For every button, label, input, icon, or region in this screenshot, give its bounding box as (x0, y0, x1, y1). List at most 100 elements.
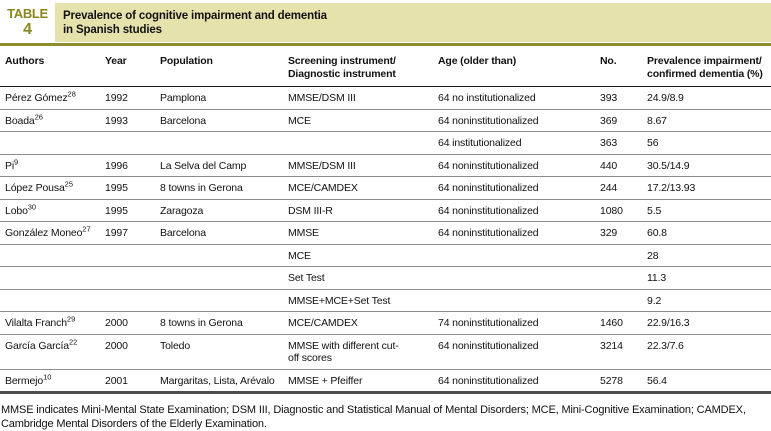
reference-superscript: 10 (43, 372, 52, 381)
table-label-number: 4 (23, 21, 32, 38)
year-cell: 2000 (105, 334, 160, 370)
population-cell: Margaritas, Lista, Arévalo (160, 374, 275, 387)
number-cell: 3214 (600, 334, 647, 370)
number-cell (600, 289, 647, 312)
table-row: López Pousa25 1995 8 towns in Gerona MCE/CA… (0, 176, 771, 200)
number-cell: 329 (600, 221, 647, 245)
reference-superscript: 26 (34, 112, 43, 121)
table-label-word: TABLE (7, 6, 48, 21)
author-cell: Boada26 (0, 109, 105, 132)
col-header-screening: Screening instrument/ Diagnostic instrum… (288, 46, 438, 87)
prevalence-cell: 56 (647, 131, 771, 155)
number-cell: 363 (600, 131, 647, 155)
screening-cell: DSM III-R (288, 199, 438, 222)
population-cell: La Selva del Camp (160, 154, 288, 177)
screening-cell: MMSE + Pfeiffer (288, 374, 363, 387)
table-row: Bermejo10 2001 Margaritas, Lista, Arévalo M… (0, 369, 771, 393)
year-cell: 2001 (105, 374, 128, 387)
masthead-rule (0, 43, 771, 46)
screening-cell: MMSE/DSM III (288, 154, 438, 177)
prevalence-cell: 22.3/7.6 (647, 334, 771, 370)
author-cell: González Moneo27 (0, 221, 105, 245)
population-cell: 8 towns in Gerona (160, 176, 288, 200)
screening-cell: MMSE+MCE+Set Test (288, 289, 438, 312)
table-row: Pérez Gómez28 1992 Pamplona MMSE/DSM III 64 … (0, 86, 771, 110)
header-row: Authors Year Population Screening instru… (0, 46, 771, 87)
year-cell: 1995 (105, 199, 160, 222)
year-cell: 1993 (105, 109, 160, 132)
table-masthead: TABLE 4 Prevalence of cognitive impairme… (0, 3, 771, 42)
age-cell: 64 institutionalized (438, 131, 600, 155)
table-row: Lobo30 1995 Zaragoza DSM III-R 64 noninstitu… (0, 199, 771, 222)
table-row: MCE 28 (0, 244, 771, 267)
reference-superscript: 9 (14, 157, 19, 166)
population-cell: Barcelona (160, 109, 288, 132)
age-cell: 64 noninstitutionalized (438, 199, 600, 222)
author-cell (0, 244, 105, 267)
age-cell: 64 noninstitutionalized (438, 176, 600, 200)
table-title: Prevalence of cognitive impairment and d… (63, 10, 327, 36)
population-cell: Zaragoza (160, 199, 288, 222)
age-cell: 64 noninstitutionalized (438, 374, 539, 387)
population-cell: Barcelona (160, 221, 288, 245)
reference-superscript: 22 (69, 337, 78, 346)
reference-superscript: 30 (27, 202, 37, 211)
prevalence-cell: 8.67 (647, 109, 771, 132)
year-cell: 2000 (105, 311, 160, 335)
table-title-bar: Prevalence of cognitive impairment and d… (55, 3, 771, 42)
prevalence-cell: 22.9/16.3 (647, 311, 771, 335)
year-cell (105, 244, 160, 267)
number-cell: 244 (600, 176, 647, 200)
reference-superscript: 27 (82, 224, 91, 234)
prevalence-cell: 24.9/8.9 (647, 86, 771, 110)
screening-cell: Set Test (288, 266, 438, 290)
col-header-authors: Authors (0, 46, 105, 87)
author-cell (0, 289, 105, 312)
prevalence-cell: 60.8 (647, 221, 771, 245)
age-cell: 64 noninstitutionalized (438, 221, 600, 245)
population-cell (160, 244, 288, 267)
table-row: Pi9 1996 La Selva del Camp MMSE/DSM III 64 n… (0, 154, 771, 177)
population-cell (160, 289, 288, 312)
col-header-no: No. (600, 46, 647, 87)
age-cell (438, 266, 600, 290)
number-cell: 5278 (600, 374, 623, 387)
population-cell (160, 131, 288, 155)
author-cell: Bermejo10 (5, 372, 52, 387)
prevalence-cell: 11.3 (647, 266, 771, 290)
footnote: MMSE indicates Mini-Mental State Examina… (1, 404, 746, 430)
table-row: Set Test 11.3 (0, 266, 771, 290)
author-cell: García García22 (0, 334, 105, 370)
col-header-prevalence: Prevalence impairment/ confirmed dementi… (647, 46, 771, 87)
col-header-year: Year (105, 46, 160, 87)
year-cell (105, 289, 160, 312)
number-cell: 1080 (600, 199, 647, 222)
screening-cell: MCE/CAMDEX (288, 176, 438, 200)
table-row: 64 institutionalized 363 56 (0, 131, 771, 155)
age-cell: 64 noninstitutionalized (438, 154, 600, 177)
year-cell: 1995 (105, 176, 160, 200)
author-cell (0, 131, 105, 155)
prevalence-cell: 28 (647, 244, 771, 267)
reference-superscript: 28 (67, 89, 76, 99)
prevalence-cell: 56.4 (647, 374, 667, 387)
age-cell (438, 289, 600, 312)
screening-cell: MCE/CAMDEX (288, 311, 438, 335)
author-cell (0, 266, 105, 290)
col-header-population: Population (160, 46, 288, 87)
year-cell: 1997 (105, 221, 160, 245)
screening-cell (288, 131, 438, 155)
table-row: Boada26 1993 Barcelona MCE 64 noninstitution… (0, 109, 771, 132)
year-cell (105, 266, 160, 290)
author-cell: Pérez Gómez28 (0, 86, 105, 110)
table-head: Authors Year Population Screening instru… (0, 46, 771, 87)
table-row: MMSE+MCE+Set Test 9.2 (0, 289, 771, 312)
col-header-age: Age (older than) (438, 46, 600, 87)
population-cell (160, 266, 288, 290)
screening-cell: MMSE with different cut-off scores (288, 334, 438, 370)
prevalence-cell: 17.2/13.93 (647, 176, 771, 200)
author-cell: Pi9 (0, 154, 105, 177)
number-cell: 440 (600, 154, 647, 177)
prevalence-cell: 30.5/14.9 (647, 154, 771, 177)
screening-cell: MCE (288, 109, 438, 132)
